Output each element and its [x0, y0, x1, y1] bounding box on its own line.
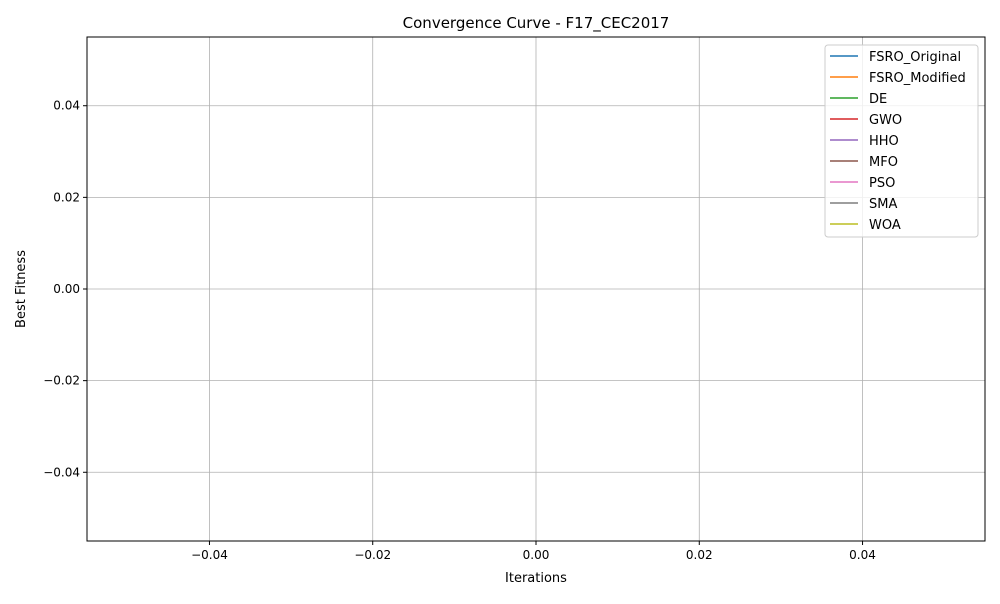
x-tick-label: 0.04: [849, 548, 876, 562]
legend-label: GWO: [869, 113, 902, 128]
y-tick-label: −0.02: [43, 374, 80, 388]
x-tick-label: 0.00: [523, 548, 550, 562]
legend-label: FSRO_Original: [869, 50, 961, 65]
legend-label: FSRO_Modified: [869, 71, 966, 86]
legend-label: WOA: [869, 218, 901, 233]
legend-label: HHO: [869, 134, 899, 149]
legend-label: SMA: [869, 197, 897, 212]
x-axis-title: Iterations: [505, 571, 567, 586]
x-tick-label: 0.02: [686, 548, 713, 562]
axis-ticks: −0.04 −0.02 0.00 0.02 0.04 −0.04 −0.02 0.00 0.02…: [43, 99, 876, 562]
legend-label: MFO: [869, 155, 898, 170]
legend-label: PSO: [869, 176, 895, 191]
y-tick-label: 0.04: [53, 99, 80, 113]
x-tick-label: −0.02: [354, 548, 391, 562]
legend: FSRO_Original FSRO_Modified DE GWO HHO MFO PSO…: [824, 44, 979, 238]
x-tick-label: −0.04: [191, 548, 228, 562]
chart-title: Convergence Curve - F17_CEC2017: [403, 14, 670, 33]
y-axis-title: Best Fitness: [14, 250, 29, 328]
y-tick-label: 0.00: [53, 282, 80, 296]
y-tick-label: −0.04: [43, 465, 80, 479]
y-tick-label: 0.02: [53, 190, 80, 204]
legend-label: DE: [869, 92, 887, 107]
legend-box: [824, 44, 979, 238]
